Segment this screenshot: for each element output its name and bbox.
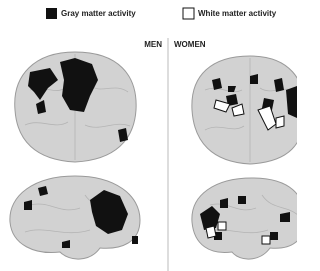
- white-matter-region: [206, 226, 216, 238]
- gray-matter-region: [238, 196, 246, 204]
- brain-men-front: [15, 52, 136, 162]
- white-matter-region: [218, 222, 226, 230]
- legend-swatch-gray: [46, 8, 57, 19]
- label-men: MEN: [144, 40, 162, 49]
- brain-women-side: [192, 178, 297, 259]
- white-matter-region: [276, 116, 284, 128]
- white-matter-region: [262, 236, 270, 244]
- legend-white: White matter activity: [198, 9, 277, 18]
- gray-matter-region: [270, 232, 278, 240]
- label-women: WOMEN: [174, 40, 206, 49]
- brain-men-side: [10, 176, 140, 259]
- gray-matter-region: [132, 236, 138, 244]
- legend-gray: Gray matter activity: [61, 9, 136, 18]
- brain-outline: [192, 56, 297, 164]
- legend-swatch-white: [183, 8, 194, 19]
- figure: Gray matter activity White matter activi…: [0, 0, 297, 271]
- brain-women-front: [192, 56, 297, 164]
